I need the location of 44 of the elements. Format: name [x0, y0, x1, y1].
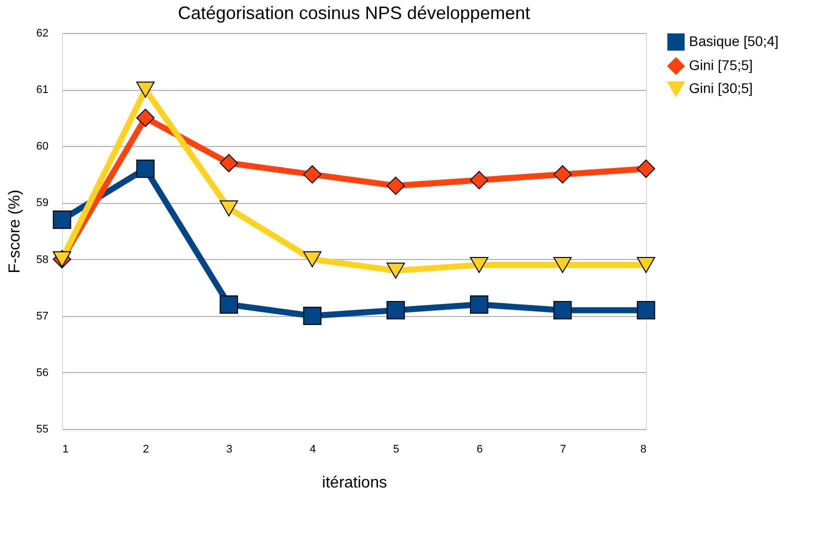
- y-tick-label: 61: [36, 84, 48, 96]
- point: [470, 170, 488, 190]
- x-tick-label: 3: [226, 444, 232, 456]
- legend-label: Gini [75;5]: [689, 57, 753, 73]
- point: [636, 160, 656, 178]
- point: [470, 256, 488, 273]
- x-tick-label: 1: [62, 444, 69, 456]
- point: [220, 200, 238, 216]
- point: [136, 82, 155, 98]
- y-tick-label: 59: [36, 197, 48, 210]
- point: [386, 301, 405, 320]
- point: [303, 251, 322, 268]
- legend-label: Gini [30;5]: [689, 80, 753, 96]
- point: [136, 160, 155, 178]
- point: [636, 256, 656, 273]
- point: [553, 301, 572, 320]
- x-tick-label: 2: [142, 444, 149, 456]
- point: [470, 295, 488, 314]
- point: [220, 154, 238, 172]
- y-tick-label: 56: [36, 366, 48, 379]
- point: [303, 306, 322, 326]
- legend-label: Basique [50;4]: [689, 33, 779, 49]
- x-tick-label: 7: [560, 444, 566, 456]
- x-axis-title: itérations: [322, 474, 387, 492]
- x-tick-label: 6: [476, 444, 483, 456]
- chart-title: Catégorisation cosinus NPS développement: [178, 3, 530, 23]
- point: [136, 108, 155, 128]
- x-tick-label: 4: [310, 444, 316, 456]
- x-tick-label: 8: [640, 444, 646, 456]
- point: [386, 262, 405, 279]
- point: [386, 176, 405, 195]
- point: [220, 295, 238, 314]
- y-axis-title: F-score (%): [6, 190, 24, 274]
- point: [553, 256, 572, 273]
- point: [553, 165, 572, 184]
- y-tick-label: 62: [36, 28, 48, 40]
- y-tick-label: 58: [36, 254, 48, 266]
- point: [52, 210, 72, 229]
- y-tick-label: 60: [36, 140, 48, 153]
- point: [636, 301, 656, 320]
- y-tick-label: 57: [36, 310, 48, 322]
- y-tick-label: 55: [36, 424, 48, 436]
- x-tick-label: 5: [393, 444, 400, 456]
- point: [303, 165, 322, 184]
